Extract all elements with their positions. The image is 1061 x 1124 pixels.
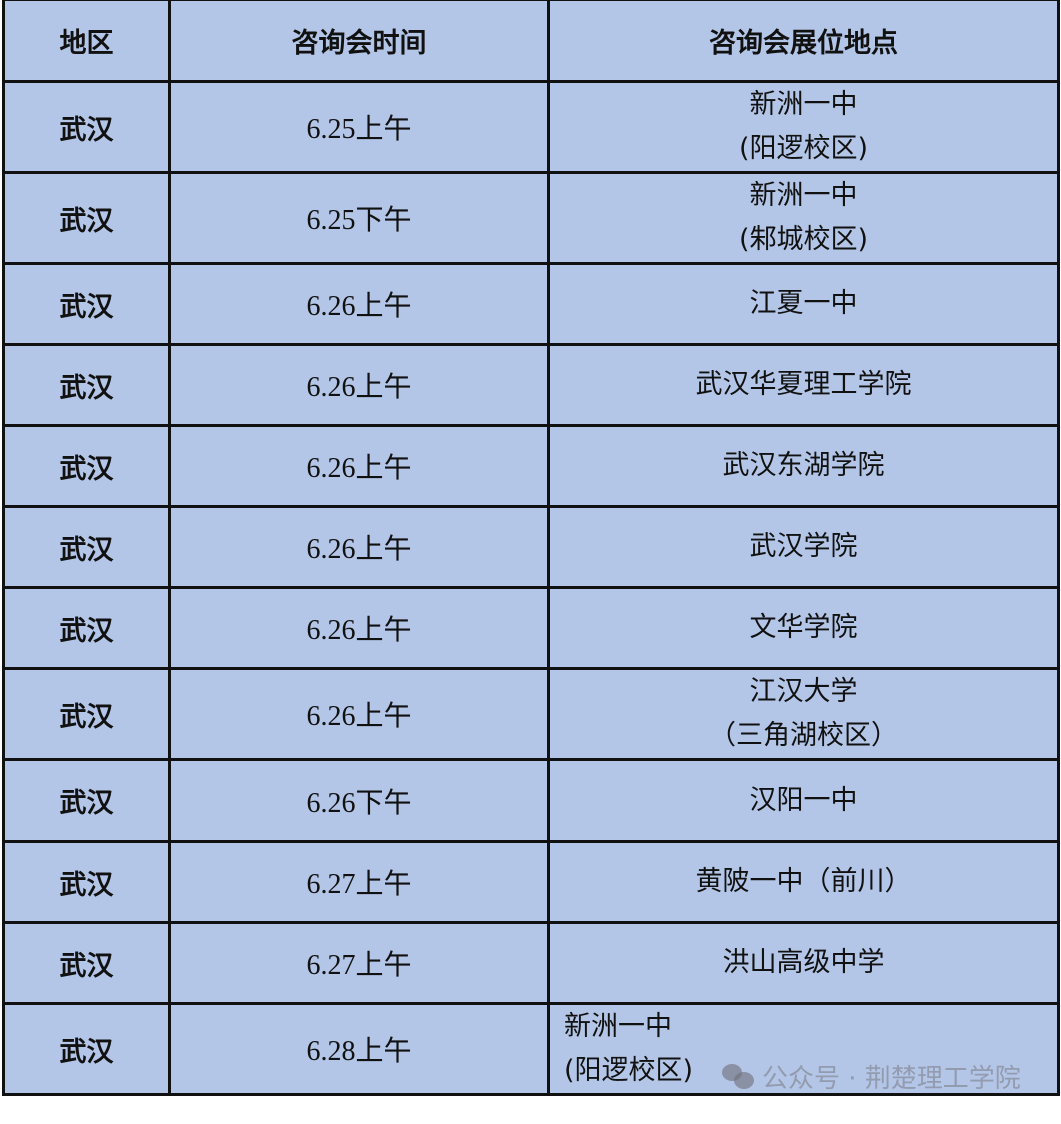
header-row: 地区 咨询会时间 咨询会展位地点	[2, 0, 1060, 83]
cell-region: 武汉	[2, 505, 171, 589]
place-line: 新洲一中	[564, 1011, 672, 1042]
place-line: 江汉大学	[749, 676, 858, 707]
cell-region: 武汉	[2, 262, 171, 346]
place-line: （三角湖校区）	[709, 720, 898, 751]
place-line: 江夏一中	[749, 288, 858, 319]
table-row: 武汉 6.26上午 江汉大学 （三角湖校区）	[2, 667, 1060, 761]
table-row: 武汉 6.26下午 汉阳一中	[2, 758, 1060, 843]
cell-time: 6.28上午	[168, 1002, 550, 1096]
cell-region: 武汉	[2, 80, 171, 174]
cell-region: 武汉	[2, 921, 171, 1005]
cell-time: 6.26上午	[168, 505, 550, 589]
table-row: 武汉 6.25上午 新洲一中 (阳逻校区)	[2, 80, 1060, 174]
place-line: 文华学院	[749, 612, 858, 643]
place-line: 黄陂一中（前川）	[695, 866, 912, 897]
cell-place: 新洲一中 (邾城校区)	[547, 171, 1060, 265]
cell-place: 新洲一中 (阳逻校区)	[547, 80, 1060, 174]
place-line: 新洲一中	[749, 180, 858, 211]
cell-place: 武汉华夏理工学院	[547, 343, 1060, 427]
cell-time: 6.26下午	[168, 758, 550, 843]
schedule-table: 地区 咨询会时间 咨询会展位地点 武汉 6.25上午 新洲一中 (阳逻校区) 武汉 6.2…	[2, 0, 1060, 1096]
cell-place: 汉阳一中	[547, 758, 1060, 843]
place-line: 武汉东湖学院	[722, 450, 885, 481]
cell-time: 6.26上午	[168, 343, 550, 427]
cell-region: 武汉	[2, 1002, 171, 1096]
table-row: 武汉 6.26上午 江夏一中	[2, 262, 1060, 346]
cell-region: 武汉	[2, 586, 171, 670]
cell-time: 6.25下午	[168, 171, 550, 265]
place-line: (阳逻校区)	[738, 133, 869, 164]
table-row: 武汉 6.26上午 武汉华夏理工学院	[2, 343, 1060, 427]
table-row: 武汉 6.28上午 新洲一中 (阳逻校区)	[2, 1002, 1060, 1096]
cell-time: 6.27上午	[168, 921, 550, 1005]
table-row: 武汉 6.26上午 武汉东湖学院	[2, 424, 1060, 508]
cell-time: 6.26上午	[168, 424, 550, 508]
cell-place: 江汉大学 （三角湖校区）	[547, 667, 1060, 761]
cell-place: 新洲一中 (阳逻校区)	[547, 1002, 1060, 1096]
cell-place: 黄陂一中（前川）	[547, 840, 1060, 924]
header-time: 咨询会时间	[168, 0, 550, 83]
place-line: (邾城校区)	[738, 224, 869, 255]
cell-place: 江夏一中	[547, 262, 1060, 346]
cell-time: 6.26上午	[168, 586, 550, 670]
place-line: 武汉学院	[749, 531, 858, 562]
cell-time: 6.26上午	[168, 262, 550, 346]
cell-region: 武汉	[2, 758, 171, 843]
table-row: 武汉 6.27上午 黄陂一中（前川）	[2, 840, 1060, 924]
cell-region: 武汉	[2, 171, 171, 265]
cell-place: 文华学院	[547, 586, 1060, 670]
cell-time: 6.26上午	[168, 667, 550, 761]
table-row: 武汉 6.26上午 武汉学院	[2, 505, 1060, 589]
cell-place: 洪山高级中学	[547, 921, 1060, 1005]
cell-region: 武汉	[2, 343, 171, 427]
cell-region: 武汉	[2, 840, 171, 924]
header-region: 地区	[2, 0, 171, 83]
place-line: 洪山高级中学	[722, 947, 885, 978]
cell-time: 6.27上午	[168, 840, 550, 924]
table-row: 武汉 6.26上午 文华学院	[2, 586, 1060, 670]
place-line: (阳逻校区)	[564, 1055, 694, 1086]
place-line: 武汉华夏理工学院	[695, 369, 912, 400]
header-place: 咨询会展位地点	[547, 0, 1060, 83]
cell-place: 武汉学院	[547, 505, 1060, 589]
place-line: 汉阳一中	[749, 784, 858, 816]
place-line: 新洲一中	[749, 89, 858, 120]
cell-region: 武汉	[2, 667, 171, 761]
cell-region: 武汉	[2, 424, 171, 508]
table-row: 武汉 6.25下午 新洲一中 (邾城校区)	[2, 171, 1060, 265]
watermark-text: 公众号 · 荆楚理工学院	[762, 1064, 1021, 1094]
wechat-icon	[722, 1063, 756, 1090]
cell-time: 6.25上午	[168, 80, 550, 174]
watermark: 公众号 · 荆楚理工学院	[722, 1058, 1021, 1095]
table-row: 武汉 6.27上午 洪山高级中学	[2, 921, 1060, 1005]
cell-place: 武汉东湖学院	[547, 424, 1060, 508]
